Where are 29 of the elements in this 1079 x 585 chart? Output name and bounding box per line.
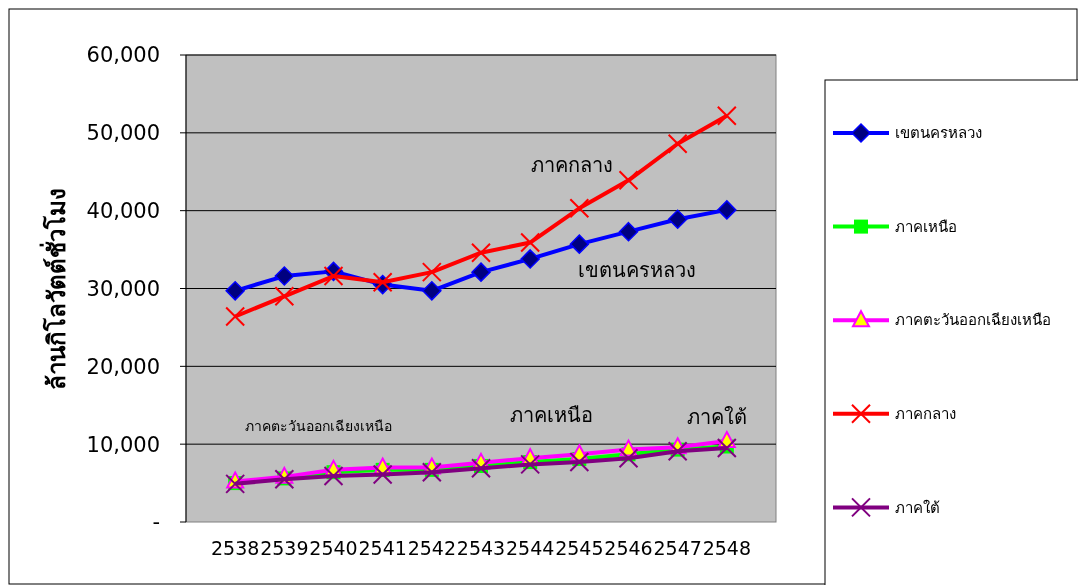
y-tick-label: 10,000 [86, 432, 160, 457]
legend-label: เขตนครหลวง [895, 124, 982, 143]
x-tick-label: 2541 [358, 537, 407, 559]
annotation: ภาคกลาง [531, 152, 614, 177]
x-tick-label: 2540 [309, 537, 358, 559]
y-tick-label: 40,000 [86, 199, 160, 224]
annotation: ภาคตะวันออกเฉียงเหนือ [245, 418, 393, 435]
annotation: เขตนครหลวง [578, 257, 697, 282]
x-tick-label: 2544 [505, 537, 555, 559]
y-tick-label: 50,000 [86, 121, 160, 146]
x-tick-label: 2545 [555, 537, 604, 559]
annotation: ภาคเหนือ [510, 402, 594, 427]
legend-label: ภาคใต้ [895, 498, 940, 517]
x-tick-label: 2538 [210, 537, 260, 559]
x-tick-label: 2547 [653, 537, 702, 559]
x-tick-label: 2546 [604, 537, 653, 559]
y-tick-label: - [152, 510, 160, 535]
x-tick-label: 2543 [456, 537, 506, 559]
annotation: ภาคใต้ [687, 404, 747, 429]
legend-label: ภาคตะวันออกเฉียงเหนือ [895, 311, 1051, 330]
legend-label: ภาคเหนือ [895, 217, 957, 236]
y-axis-title: ล้านกิโลวัตต์ชั่วโมง [39, 187, 71, 390]
y-tick-label: 30,000 [86, 276, 160, 301]
y-tick-label: 60,000 [86, 43, 160, 68]
x-tick-label: 2548 [702, 537, 752, 559]
x-tick-label: 2539 [260, 537, 309, 559]
y-tick-label: 20,000 [86, 354, 160, 379]
legend-label: ภาคกลาง [895, 405, 956, 424]
x-tick-label: 2542 [407, 537, 457, 559]
